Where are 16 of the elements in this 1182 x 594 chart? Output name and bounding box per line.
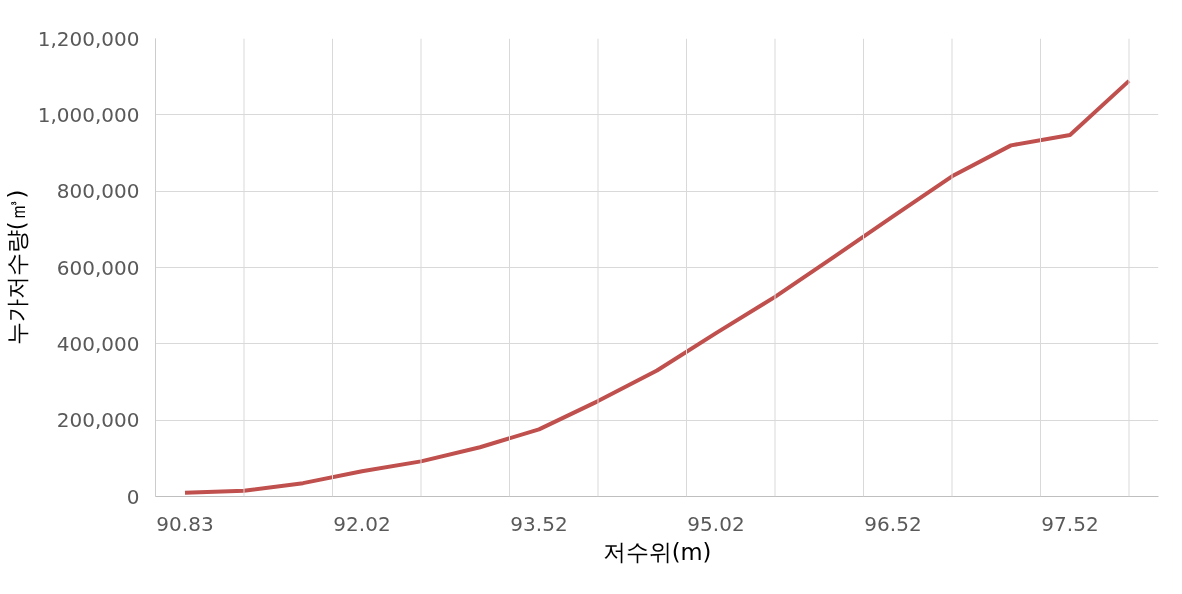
y-tick-label: 600,000 bbox=[56, 255, 140, 280]
y-tick-label: 1,200,000 bbox=[37, 26, 140, 51]
x-tick-label: 95.02 bbox=[687, 511, 745, 536]
y-tick-label: 200,000 bbox=[56, 408, 140, 433]
x-tick-label: 90.83 bbox=[156, 511, 214, 536]
y-tick-label: 400,000 bbox=[56, 331, 140, 356]
y-axis-title: 누가저수량(㎥) bbox=[3, 189, 30, 346]
x-axis-title: 저수위(m) bbox=[602, 538, 712, 565]
line-series bbox=[183, 78, 1131, 495]
y-tick-label: 0 bbox=[126, 484, 140, 509]
x-tick-label: 93.52 bbox=[510, 511, 568, 536]
y-tick-label: 1,000,000 bbox=[37, 102, 140, 127]
x-tick-label: 97.52 bbox=[1041, 511, 1099, 536]
x-tick-label: 92.02 bbox=[333, 511, 391, 536]
y-tick-label: 800,000 bbox=[56, 179, 140, 204]
x-tick-label: 96.52 bbox=[864, 511, 922, 536]
